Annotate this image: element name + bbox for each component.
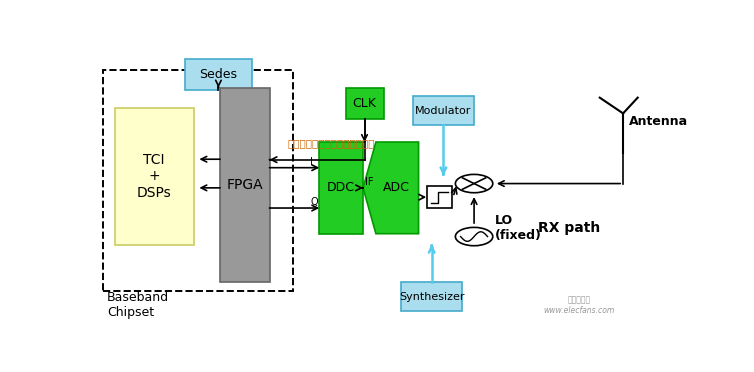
Text: RX path: RX path [538,221,601,235]
Bar [428,186,452,208]
Text: 参考资料：德州仪器，招商电子: 参考资料：德州仪器，招商电子 [287,138,375,148]
Text: Q: Q [311,197,318,207]
Text: Antenna: Antenna [629,115,688,128]
Text: Sedes: Sedes [199,68,238,81]
Text: LO
(fixed): LO (fixed) [495,214,541,242]
Text: IF: IF [365,177,373,187]
Text: Baseband
Chipset: Baseband Chipset [107,291,169,319]
Circle shape [455,174,493,193]
Circle shape [455,227,493,246]
Bar [401,282,462,311]
Bar [412,96,474,125]
Text: Modulator: Modulator [415,106,471,116]
Text: I: I [311,157,314,167]
Text: Synthesizer: Synthesizer [399,292,464,302]
Bar [103,70,293,291]
Text: DDC: DDC [327,182,355,194]
Text: FPGA: FPGA [226,178,263,192]
Bar [185,59,252,90]
Text: TCI
+
DSPs: TCI + DSPs [136,153,171,200]
Bar [220,87,270,282]
Bar [115,108,194,245]
Text: ADC: ADC [383,182,410,194]
Text: CLK: CLK [353,97,376,110]
Text: 电子发烧友
www.elecfans.com: 电子发烧友 www.elecfans.com [544,296,615,315]
Polygon shape [363,142,418,234]
Bar [319,142,363,234]
Bar [345,87,384,119]
